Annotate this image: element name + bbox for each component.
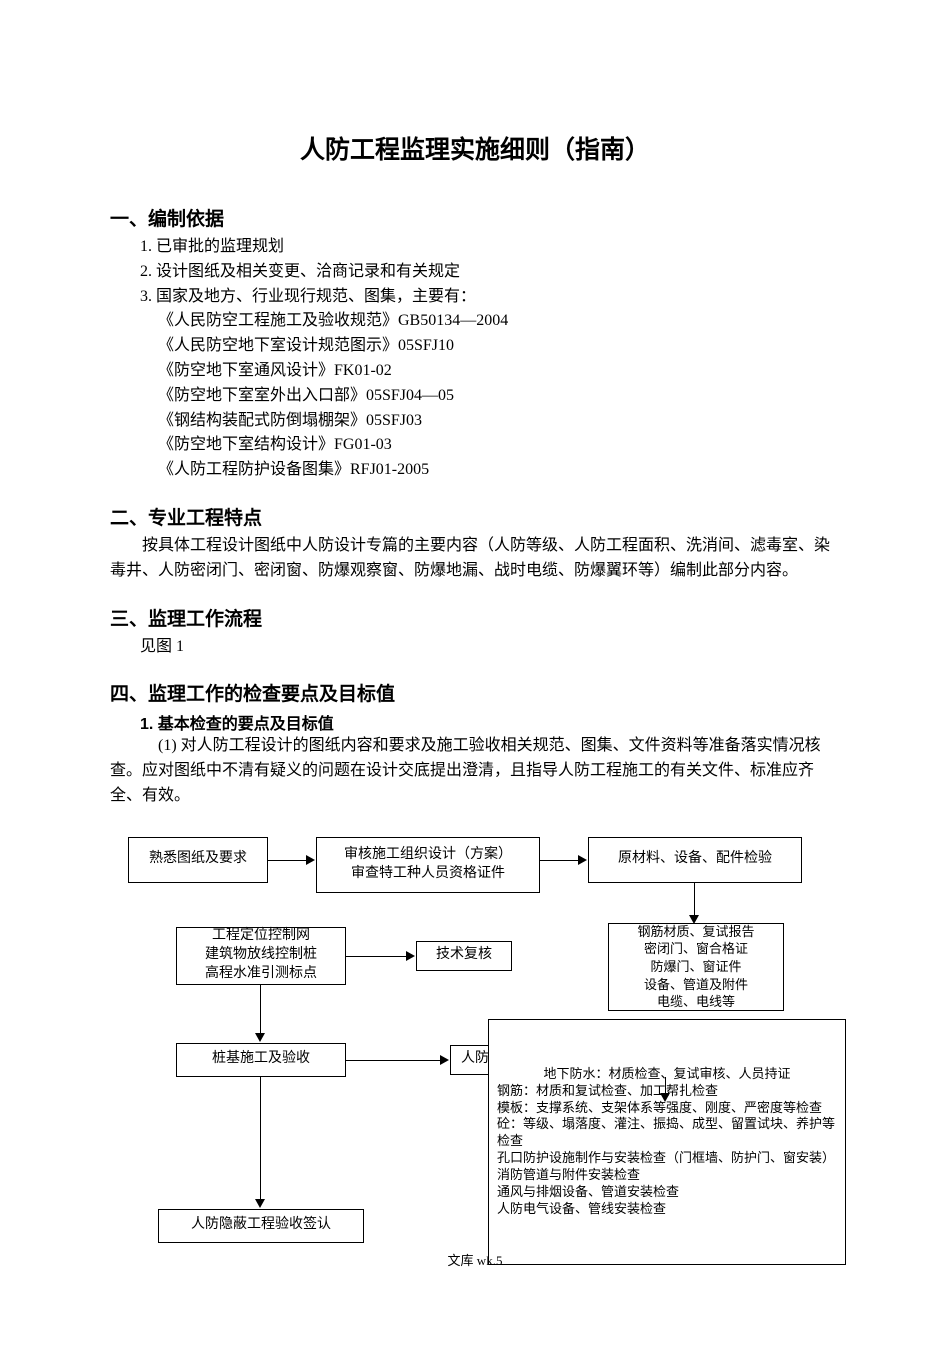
arrowhead — [255, 1033, 265, 1042]
s3-body: 见图 1 — [140, 635, 840, 660]
page-footer: 文库 wk.5 — [448, 1250, 503, 1269]
flow-box-1: 熟悉图纸及要求 — [128, 837, 268, 883]
s1-item-3: 3. 国家及地方、行业现行规范、图集，主要有： — [140, 285, 840, 310]
flow-box-10: 人防隐蔽工程验收签认 — [158, 1209, 364, 1243]
flow-b10: 人防隐蔽工程验收签认 — [191, 1216, 331, 1235]
arrow — [346, 956, 408, 957]
arrowhead — [660, 1093, 670, 1102]
flow-b9-l2: 钢筋：材质和复试检查、加工帮扎检查 — [497, 1083, 718, 1100]
s1-ref-2: 《人民防空地下室设计规范图示》05SFJ10 — [158, 334, 840, 359]
flow-box-5: 技术复核 — [416, 941, 512, 971]
flow-b2b: 审查特工种人员资格证件 — [351, 865, 505, 884]
s1-item-2: 2. 设计图纸及相关变更、洽商记录和有关规定 — [140, 260, 840, 285]
flow-box-7: 桩基施工及验收 — [176, 1043, 346, 1077]
flow-b9-l8: 人防电气设备、管线安装检查 — [497, 1201, 666, 1218]
section-4-heading: 四、监理工作的检查要点及目标值 — [110, 679, 840, 706]
flow-box-2: 审核施工组织设计（方案） 审查特工种人员资格证件 — [316, 837, 540, 893]
section-2-heading: 二、专业工程特点 — [110, 503, 840, 530]
flow-box-3: 原材料、设备、配件检验 — [588, 837, 802, 883]
flow-b7: 桩基施工及验收 — [212, 1050, 310, 1069]
s1-ref-4: 《防空地下室室外出入口部》05SFJ04—05 — [158, 384, 840, 409]
arrow — [694, 883, 695, 917]
s1-ref-5: 《钢结构装配式防倒塌棚架》05SFJ03 — [158, 409, 840, 434]
flow-b9-l4: 砼：等级、塌落度、灌注、振捣、成型、留置试块、养护等检查 — [497, 1116, 837, 1150]
s2-body: 按具体工程设计图纸中人防设计专篇的主要内容（人防等级、人防工程面积、洗消间、滤毒… — [110, 534, 840, 584]
flow-b5: 技术复核 — [436, 946, 492, 965]
flow-b9-l3: 模板：支撑系统、支架体系等强度、刚度、严密度等检查 — [497, 1100, 822, 1117]
arrowhead — [578, 855, 587, 865]
flow-b9-l6: 消防管道与附件安装检查 — [497, 1167, 640, 1184]
s4-body: (1) 对人防工程设计的图纸内容和要求及施工验收相关规范、图集、文件资料等准备落… — [110, 734, 840, 808]
flow-b1-text: 熟悉图纸及要求 — [149, 850, 247, 869]
flow-b9-l7: 通风与排烟设备、管道安装检查 — [497, 1184, 679, 1201]
arrowhead — [440, 1055, 449, 1065]
arrowhead — [306, 855, 315, 865]
section-1-heading: 一、编制依据 — [110, 204, 840, 231]
arrow — [268, 860, 308, 861]
s1-ref-7: 《人防工程防护设备图集》RFJ01-2005 — [158, 458, 840, 483]
flow-b6a: 钢筋材质、复试报告 — [637, 923, 754, 941]
flow-b9-l1: 地下防水：材质检查、复试审核、人员持证 — [497, 1066, 837, 1083]
flowchart: 熟悉图纸及要求 审核施工组织设计（方案） 审查特工种人员资格证件 原材料、设备、… — [110, 837, 840, 1357]
flow-b4b: 建筑物放线控制桩 — [205, 946, 317, 965]
section-3-heading: 三、监理工作流程 — [110, 604, 840, 631]
s1-ref-3: 《防空地下室通风设计》FK01-02 — [158, 359, 840, 384]
arrow — [540, 860, 580, 861]
arrow — [260, 985, 261, 1035]
s4-sub: 1. 基本检查的要点及目标值 — [140, 710, 840, 734]
arrowhead — [406, 951, 415, 961]
flow-b6c: 防爆门、窗证件 — [650, 958, 741, 976]
flow-b8: 人防 — [461, 1050, 489, 1069]
s1-item-1: 1. 已审批的监理规划 — [140, 235, 840, 260]
flow-b2a: 审核施工组织设计（方案） — [344, 846, 512, 865]
flow-b9-l5: 孔口防护设施制作与安装检查（门框墙、防护门、窗安装） — [497, 1150, 835, 1167]
flow-b4a: 工程定位控制网 — [212, 927, 310, 946]
flow-box-6: 钢筋材质、复试报告 密闭门、窗合格证 防爆门、窗证件 设备、管道及附件 电缆、电… — [608, 923, 784, 1011]
flow-box-4: 工程定位控制网 建筑物放线控制桩 高程水准引测标点 — [176, 927, 346, 985]
flow-b3: 原材料、设备、配件检验 — [618, 850, 772, 869]
flow-b6e: 电缆、电线等 — [657, 993, 735, 1011]
arrow — [346, 1060, 442, 1061]
flow-box-9: 地下防水：材质检查、复试审核、人员持证 钢筋：材质和复试检查、加工帮扎检查 模板… — [488, 1019, 846, 1265]
arrow — [260, 1077, 261, 1201]
flow-b6d: 设备、管道及附件 — [644, 976, 748, 994]
s1-ref-6: 《防空地下室结构设计》FG01-03 — [158, 433, 840, 458]
s1-ref-1: 《人民防空工程施工及验收规范》GB50134—2004 — [158, 309, 840, 334]
flow-b4c: 高程水准引测标点 — [205, 965, 317, 984]
doc-title: 人防工程监理实施细则（指南） — [110, 130, 840, 166]
flow-b6b: 密闭门、窗合格证 — [644, 940, 748, 958]
arrowhead — [255, 1199, 265, 1208]
